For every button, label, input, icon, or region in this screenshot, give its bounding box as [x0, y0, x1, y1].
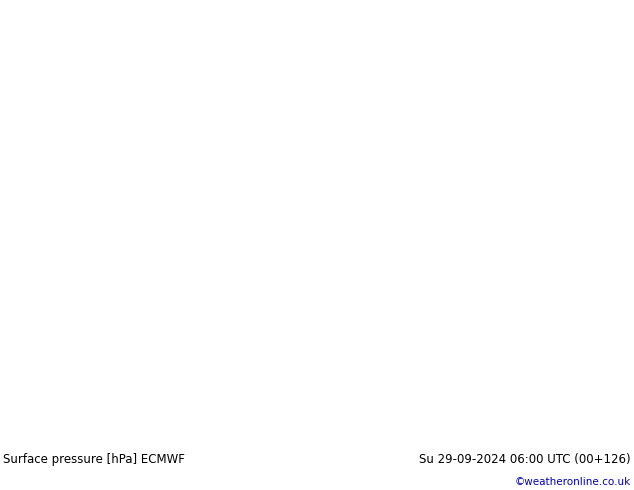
Text: Surface pressure [hPa] ECMWF: Surface pressure [hPa] ECMWF [3, 453, 185, 466]
Text: Su 29-09-2024 06:00 UTC (00+126): Su 29-09-2024 06:00 UTC (00+126) [419, 453, 631, 466]
Text: ©weatheronline.co.uk: ©weatheronline.co.uk [515, 477, 631, 487]
